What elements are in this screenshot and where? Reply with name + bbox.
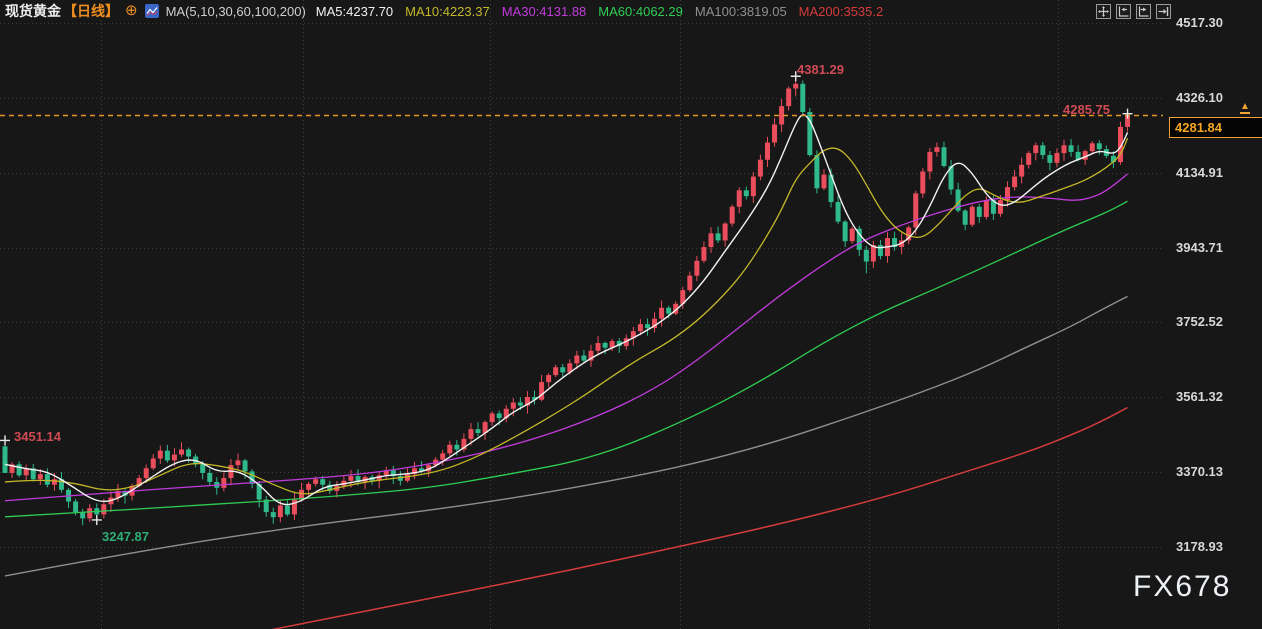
price-annotation: 3451.14 (14, 429, 61, 444)
chart-toolbar (1096, 4, 1171, 19)
price-axis-label: 4326.10 (1176, 89, 1223, 105)
price-axis-label: 3561.32 (1176, 389, 1223, 405)
add-indicator-icon[interactable]: ⊕ (125, 2, 138, 19)
ma-legend-item: MA200:3535.2 (798, 3, 884, 19)
scroll-to-latest-icon[interactable]: ▲ (1240, 101, 1250, 114)
price-axis-label: 3943.71 (1176, 239, 1223, 255)
chart-header: 现货黄金 【日线】 ⊕ MA(5,10,30,60,100,200) MA5:4… (0, 0, 883, 22)
timeframe-label: 【日线】 (63, 3, 119, 19)
ma-legend-item: MA30:4131.88 (501, 3, 587, 19)
goto-latest-icon[interactable] (1156, 4, 1171, 19)
price-axis-label: 3178.93 (1176, 538, 1223, 554)
pan-right-icon[interactable] (1136, 4, 1151, 19)
ma-parameters-label: MA(5,10,30,60,100,200) (165, 3, 306, 19)
indicator-chart-icon[interactable] (144, 4, 159, 18)
last-price-tag: 4281.84 (1169, 117, 1262, 139)
watermark: FX678 (1133, 570, 1232, 603)
price-axis-label: 4517.30 (1176, 15, 1223, 30)
pan-left-icon[interactable] (1116, 4, 1131, 19)
price-axis-label: 3370.13 (1176, 464, 1223, 480)
symbol-name: 现货黄金 (5, 3, 61, 19)
ma-legend-item: MA60:4062.29 (598, 3, 683, 19)
price-annotation: 4285.75 (1063, 102, 1110, 117)
ma-legend: MA5:4237.70 MA10:4223.37 MA30:4131.88 MA60:… (316, 4, 883, 19)
ma-legend-item: MA10:4223.37 (405, 3, 490, 19)
price-annotation: 3247.87 (102, 529, 149, 544)
last-price-value: 4281.84 (1175, 120, 1222, 136)
price-annotation: 4381.29 (797, 62, 844, 77)
ma-legend-item: MA100:3819.05 (694, 3, 787, 19)
price-axis-label: 4134.91 (1176, 164, 1223, 180)
ma-legend-item: MA5:4237.70 (315, 3, 394, 19)
price-axis-label: 3752.52 (1176, 314, 1223, 330)
move-icon[interactable] (1096, 4, 1111, 19)
